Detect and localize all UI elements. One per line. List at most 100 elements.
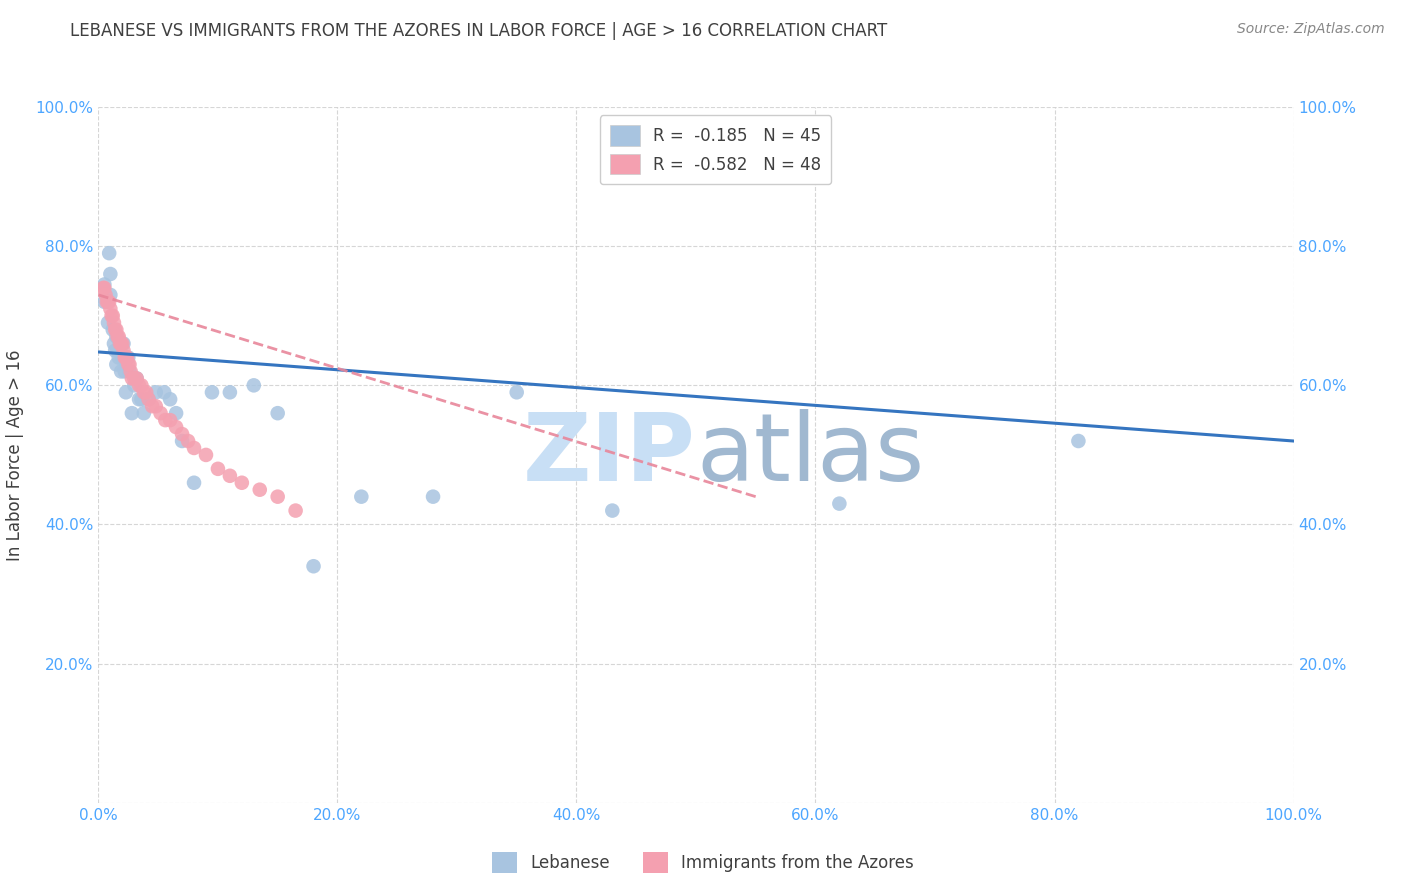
Legend: R =  -0.185   N = 45, R =  -0.582   N = 48: R = -0.185 N = 45, R = -0.582 N = 48 (599, 115, 831, 185)
Point (153, 385, 176, 400)
Point (94, 288, 117, 302)
Point (121, 406, 143, 420)
Point (145, 385, 167, 400)
Point (115, 351, 138, 365)
Point (98, 267, 122, 281)
Text: Source: ZipAtlas.com: Source: ZipAtlas.com (1237, 22, 1385, 37)
Point (284, 503, 307, 517)
Point (194, 448, 218, 462)
Text: LEBANESE VS IMMIGRANTS FROM THE AZORES IN LABOR FORCE | AGE > 16 CORRELATION CHA: LEBANESE VS IMMIGRANTS FROM THE AZORES I… (70, 22, 887, 40)
Point (172, 434, 194, 448)
Point (121, 371, 143, 385)
Point (159, 413, 181, 427)
Point (107, 351, 129, 365)
Point (207, 462, 229, 476)
Point (159, 392, 181, 407)
Point (111, 351, 134, 365)
Point (100, 309, 122, 323)
Text: ZIP: ZIP (523, 409, 696, 501)
Point (138, 392, 160, 407)
Point (602, 503, 624, 517)
Point (104, 343, 127, 358)
Point (145, 399, 167, 413)
Point (97, 316, 120, 330)
Point (98, 301, 122, 316)
Point (101, 323, 124, 337)
Point (96, 294, 118, 309)
Point (112, 336, 135, 351)
Point (506, 385, 529, 400)
Point (105, 358, 128, 372)
Point (219, 385, 242, 400)
Point (93, 294, 115, 309)
Point (128, 378, 150, 392)
Point (350, 490, 373, 504)
Point (98, 288, 122, 302)
Point (91, 281, 114, 295)
Point (165, 420, 187, 434)
Point (97, 294, 120, 309)
Point (155, 413, 177, 427)
Point (98, 294, 121, 309)
Point (112, 343, 135, 358)
Point (302, 559, 325, 574)
Point (107, 329, 129, 343)
Point (125, 371, 148, 385)
Point (107, 343, 129, 358)
Point (141, 399, 163, 413)
Point (131, 392, 153, 407)
Point (105, 329, 128, 343)
Point (132, 385, 155, 400)
Point (243, 378, 266, 392)
Point (103, 336, 125, 351)
Point (93, 281, 115, 295)
Point (267, 406, 290, 420)
Point (149, 406, 172, 420)
Point (114, 351, 136, 365)
Point (101, 309, 124, 323)
Point (125, 371, 148, 385)
Point (107, 329, 129, 343)
Point (117, 351, 139, 365)
Point (118, 364, 141, 378)
Point (231, 475, 253, 490)
Point (165, 406, 187, 420)
Point (98, 246, 121, 260)
Point (105, 323, 128, 337)
Point (135, 385, 157, 400)
Point (110, 336, 132, 351)
Point (114, 364, 136, 378)
Point (132, 406, 155, 420)
Legend: Lebanese, Immigrants from the Azores: Lebanese, Immigrants from the Azores (485, 846, 921, 880)
Point (104, 323, 127, 337)
Point (103, 316, 125, 330)
Text: atlas: atlas (696, 409, 924, 501)
Point (1067, 434, 1090, 448)
Point (110, 364, 132, 378)
Point (124, 378, 146, 392)
Point (124, 371, 146, 385)
Point (138, 392, 160, 407)
Point (120, 364, 142, 378)
Point (128, 392, 150, 407)
Point (108, 336, 131, 351)
Point (131, 378, 153, 392)
Point (267, 490, 290, 504)
Point (118, 358, 141, 372)
Point (201, 385, 224, 400)
Y-axis label: In Labor Force | Age > 16: In Labor Force | Age > 16 (7, 349, 24, 561)
Point (183, 441, 205, 455)
Point (422, 490, 444, 504)
Point (115, 351, 138, 365)
Point (93, 277, 115, 292)
Point (828, 497, 851, 511)
Point (219, 468, 242, 483)
Point (115, 385, 138, 400)
Point (183, 475, 205, 490)
Point (108, 336, 131, 351)
Point (117, 358, 139, 372)
Point (177, 434, 200, 448)
Point (249, 483, 271, 497)
Point (111, 336, 134, 351)
Point (172, 427, 194, 442)
